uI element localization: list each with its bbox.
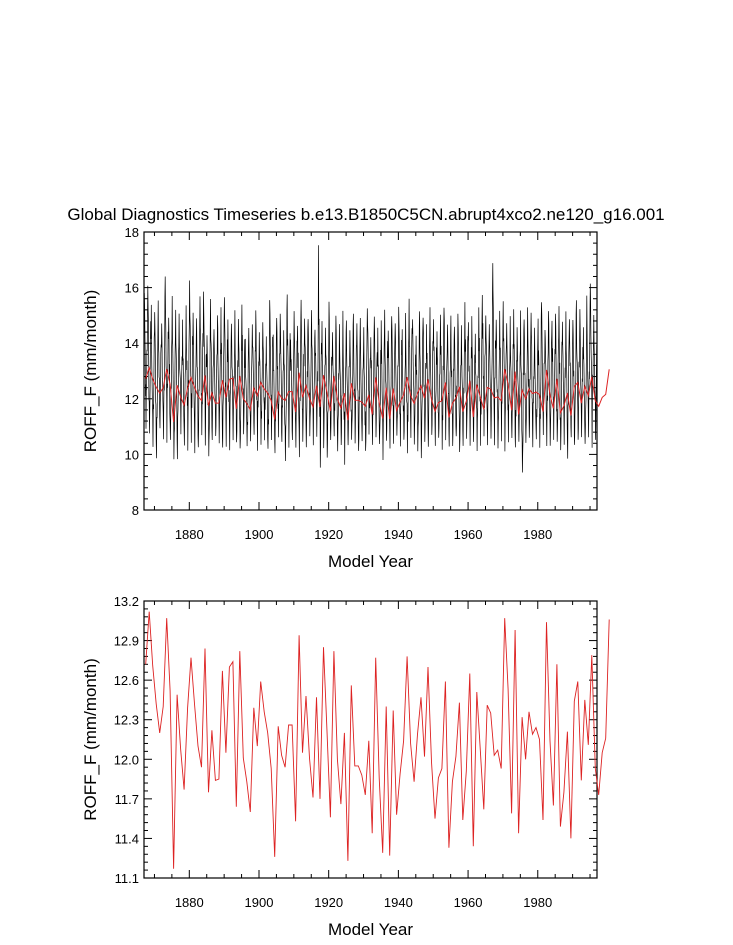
y-tick-label: 11.4 — [115, 831, 139, 846]
annual-series-line — [145, 611, 610, 869]
bottom-chart: 1880 1900 1920 1940 1960 1980 11.1 11.4 11.7 12.0… — [81, 594, 610, 939]
plot-frame — [143, 231, 598, 511]
x-tick-label: 1900 — [245, 527, 274, 542]
x-tick-label: 1960 — [454, 527, 483, 542]
y-tick-label: 16 — [125, 281, 139, 296]
y-tick-label: 12.3 — [114, 713, 139, 728]
x-axis-title: Model Year — [328, 552, 413, 571]
x-tick-label: 1880 — [175, 895, 204, 910]
y-axis-title: ROFF_F (mm/month) — [81, 290, 100, 452]
x-tick-label: 1880 — [175, 527, 204, 542]
x-tick-label: 1920 — [314, 527, 343, 542]
y-tick-label: 12 — [125, 392, 139, 407]
x-axis-title: Model Year — [328, 920, 413, 939]
plot-frame — [143, 600, 598, 879]
y-tick-label: 11.7 — [115, 792, 139, 807]
y-tick-label: 12.6 — [114, 673, 139, 688]
y-tick-label: 10 — [125, 447, 139, 462]
y-tick-label: 11.1 — [115, 871, 139, 886]
x-tick-label: 1940 — [384, 895, 413, 910]
top-chart: 1880 1900 1920 1940 1960 1980 8 10 12 14 16 18 Model… — [81, 225, 610, 571]
y-axis-title: ROFF_F (mm/month) — [81, 658, 100, 820]
y-tick-label: 8 — [132, 503, 139, 518]
y-tick-label: 13.2 — [114, 594, 139, 609]
y-tick-label: 14 — [125, 336, 139, 351]
x-tick-label: 1940 — [384, 527, 413, 542]
x-tick-label: 1920 — [314, 895, 343, 910]
x-tick-label: 1960 — [454, 895, 483, 910]
x-tick-label: 1980 — [523, 895, 552, 910]
y-tick-label: 12.9 — [114, 634, 139, 649]
y-tick-label: 18 — [125, 225, 139, 240]
x-tick-label: 1980 — [523, 527, 552, 542]
figure-title: Global Diagnostics Timeseries b.e13.B185… — [67, 205, 664, 224]
monthly-series-line — [143, 245, 598, 473]
y-tick-label: 12.0 — [114, 752, 139, 767]
x-tick-label: 1900 — [245, 895, 274, 910]
annual-series-line — [145, 366, 610, 422]
